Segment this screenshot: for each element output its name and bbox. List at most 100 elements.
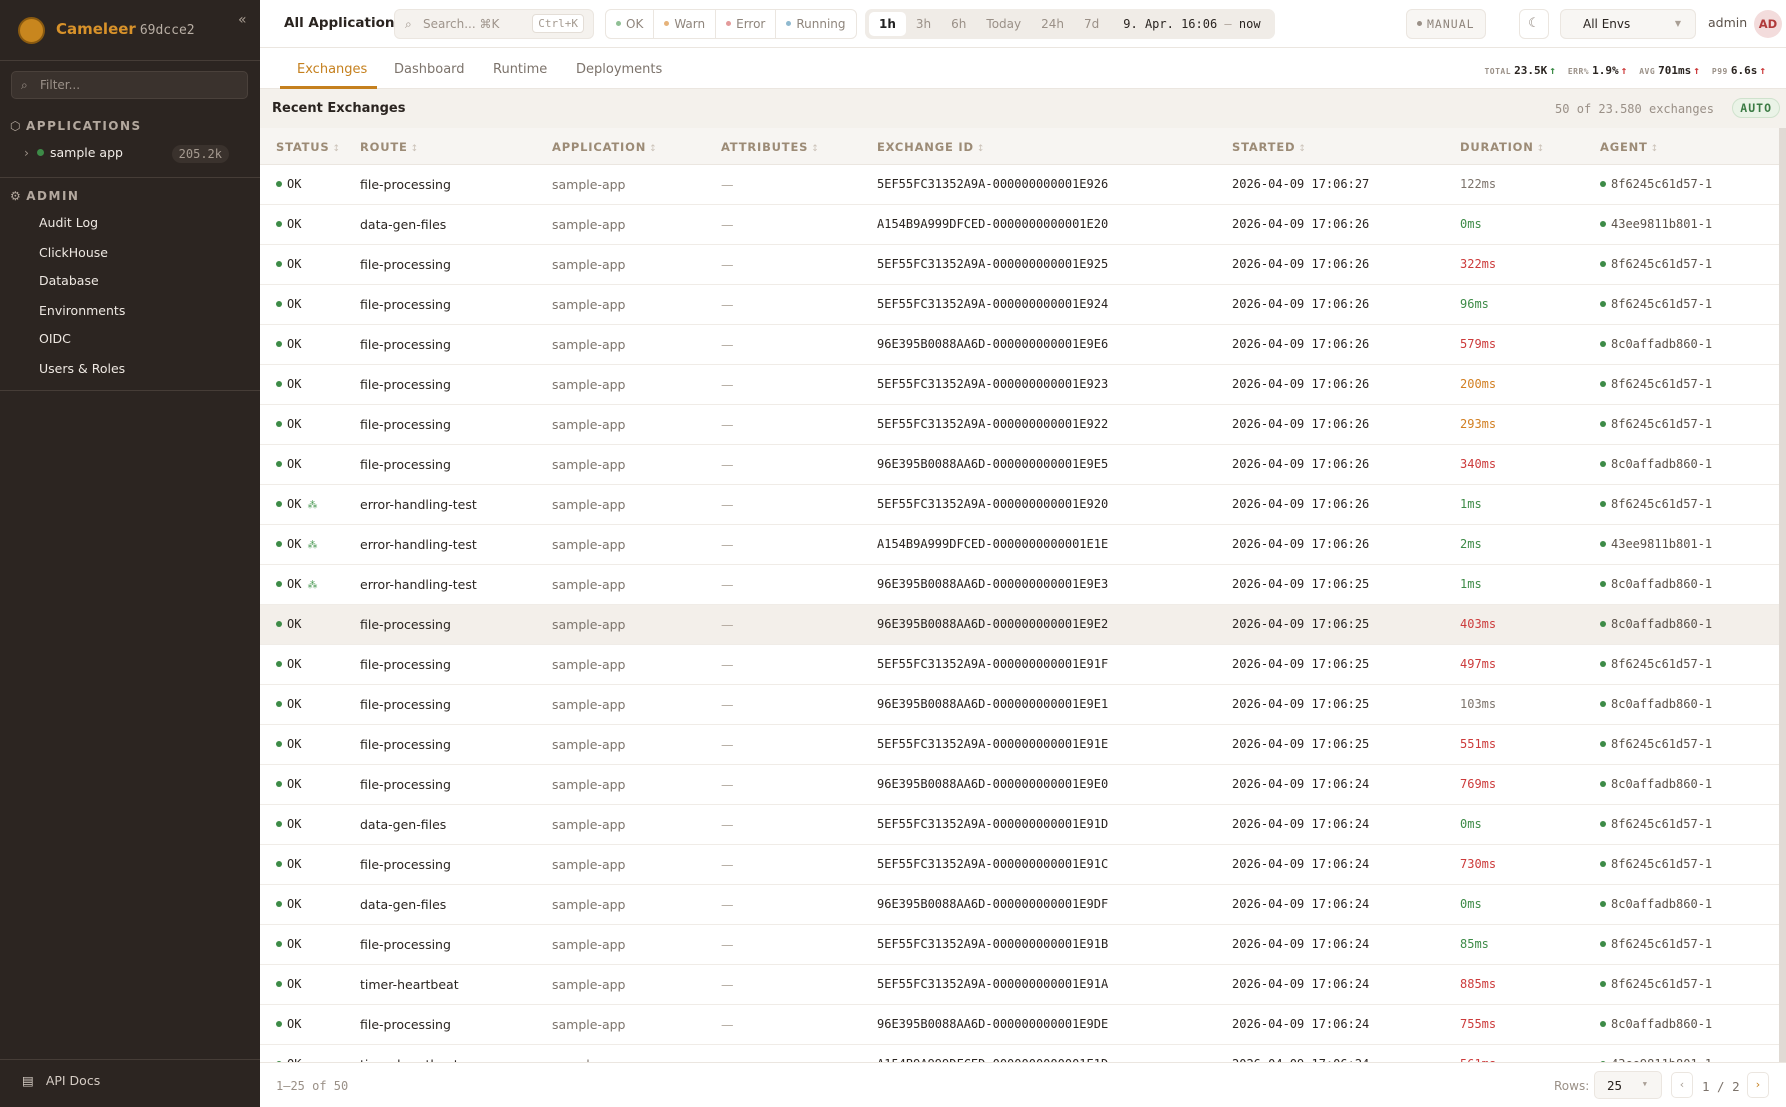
time-today[interactable]: Today	[986, 17, 1022, 31]
col-started[interactable]: STARTED ↕	[1232, 140, 1307, 154]
api-docs-link[interactable]: ▤ API Docs	[22, 1073, 100, 1088]
started-cell: 2026-04-09 17:06:24	[1232, 897, 1370, 911]
custom-range[interactable]: 9. Apr. 16:06 — now	[1113, 12, 1270, 36]
col-application[interactable]: APPLICATION ↕	[552, 140, 657, 154]
tab-deployments[interactable]: Deployments	[576, 62, 663, 77]
application-cell: sample-app	[552, 977, 626, 992]
brand: Cameleer 69dcce2	[56, 20, 195, 38]
col-label: STARTED	[1232, 140, 1296, 154]
tab-runtime[interactable]: Runtime	[493, 62, 548, 77]
sidebar-item-oidc[interactable]: OIDC	[39, 331, 71, 346]
sidebar-item-clickhouse[interactable]: ClickHouse	[39, 245, 108, 260]
chevron-right-icon[interactable]: ›	[24, 145, 29, 160]
table-row[interactable]: OK data-gen-files sample-app — 96E395B0088AA…	[260, 885, 1779, 925]
table-row[interactable]: OK file-processing sample-app — 96E395B0088A…	[260, 605, 1779, 645]
table-row[interactable]: OK file-processing sample-app — 96E395B0088A…	[260, 685, 1779, 725]
table-row[interactable]: OK file-processing sample-app — 5EF55FC31352…	[260, 285, 1779, 325]
status-cell: OK	[276, 737, 301, 751]
table-row[interactable]: OK file-processing sample-app — 96E395B0088A…	[260, 325, 1779, 365]
table-row[interactable]: OK file-processing sample-app — 5EF55FC31352…	[260, 365, 1779, 405]
search-input[interactable]: ⌕ Search... ⌘K Ctrl+K	[394, 9, 594, 39]
status-cell: OK	[276, 377, 301, 391]
prev-page-button[interactable]: ‹	[1671, 1072, 1693, 1098]
sort-icon: ↕	[1650, 144, 1660, 154]
filter-running[interactable]: Running	[776, 10, 855, 38]
exchange-id-cell: A154B9A999DFCED-0000000000001E1D	[877, 1057, 1108, 1062]
tab-dashboard[interactable]: Dashboard	[394, 62, 465, 77]
application-cell: sample-app	[552, 337, 626, 352]
route-cell: file-processing	[360, 657, 451, 672]
table-row[interactable]: OK data-gen-files sample-app — 5EF55FC31352A…	[260, 805, 1779, 845]
chevron-down-icon: ▼	[1674, 19, 1681, 28]
application-cell: sample-app	[552, 937, 626, 952]
table-row[interactable]: OK file-processing sample-app — 5EF55FC31352…	[260, 845, 1779, 885]
attributes-cell: —	[721, 377, 734, 392]
sidebar-item-database[interactable]: Database	[39, 273, 99, 288]
table-row[interactable]: OK file-processing sample-app — 5EF55FC31352…	[260, 165, 1779, 205]
time-3h[interactable]: 3h	[915, 17, 932, 31]
filter-warn[interactable]: Warn	[654, 10, 717, 38]
started-cell: 2026-04-09 17:06:26	[1232, 257, 1370, 271]
sidebar-item-sample-app[interactable]: › sample app 205.2k	[24, 145, 229, 167]
sort-icon: ↕	[1536, 144, 1546, 154]
table-row[interactable]: OK file-processing sample-app — 5EF55FC31352…	[260, 245, 1779, 285]
agent-status-dot	[1600, 941, 1606, 947]
environment-select[interactable]: All Envs ▼	[1560, 9, 1696, 39]
col-attributes[interactable]: ATTRIBUTES ↕	[721, 140, 820, 154]
filter-input[interactable]: ⌕ Filter...	[11, 71, 248, 99]
table-row[interactable]: OK timer-heartbeat sample-app — 5EF55FC31352…	[260, 965, 1779, 1005]
exchange-id-cell: 96E395B0088AA6D-000000000001E9E1	[877, 697, 1109, 711]
table-row[interactable]: OK timer-heartbeat sample-app — A154B9A999DF…	[260, 1045, 1779, 1062]
tab-exchanges[interactable]: Exchanges	[297, 62, 368, 77]
table-row[interactable]: OK ⁂ error-handling-test sample-app — 5EF55FC…	[260, 485, 1779, 525]
table-row[interactable]: OK file-processing sample-app — 5EF55FC31352…	[260, 925, 1779, 965]
table-row[interactable]: OK file-processing sample-app — 5EF55FC31352…	[260, 645, 1779, 685]
status-cell: OK	[276, 657, 301, 671]
table-row[interactable]: OK file-processing sample-app — 96E395B0088A…	[260, 445, 1779, 485]
next-page-button[interactable]: ›	[1747, 1072, 1769, 1098]
status-dot	[276, 581, 282, 587]
table-row[interactable]: OK file-processing sample-app — 96E395B0088A…	[260, 765, 1779, 805]
time-24h[interactable]: 24h	[1041, 17, 1064, 31]
col-duration[interactable]: DURATION ↕	[1460, 140, 1545, 154]
col-agent[interactable]: AGENT ↕	[1600, 140, 1659, 154]
col-route[interactable]: ROUTE ↕	[360, 140, 419, 154]
col-status[interactable]: STATUS ↕	[276, 140, 341, 154]
exchange-id-cell: 5EF55FC31352A9A-000000000001E91E	[877, 737, 1109, 751]
time-1h[interactable]: 1h	[869, 12, 906, 36]
agent-cell: 43ee9811b801-1	[1600, 1057, 1712, 1062]
filter-ok[interactable]: OK	[606, 10, 655, 38]
auto-refresh-badge[interactable]: AUTO	[1732, 98, 1780, 118]
sidebar-item-users-roles[interactable]: Users & Roles	[39, 361, 126, 376]
time-6h[interactable]: 6h	[951, 17, 967, 31]
duration-cell: 0ms	[1460, 217, 1482, 231]
table-row[interactable]: OK file-processing sample-app — 96E395B0088A…	[260, 1005, 1779, 1045]
moon-icon[interactable]: ☾	[1519, 9, 1549, 39]
duration-cell: 322ms	[1460, 257, 1497, 271]
avatar[interactable]: AD	[1754, 10, 1782, 38]
table-row[interactable]: OK file-processing sample-app — 5EF55FC31352…	[260, 725, 1779, 765]
sort-icon: ↕	[811, 144, 820, 154]
username[interactable]: admin	[1708, 15, 1748, 30]
sidebar-item-environments[interactable]: Environments	[39, 303, 126, 318]
time-7d[interactable]: 7d	[1084, 17, 1100, 31]
sidebar-item-audit-log[interactable]: Audit Log	[39, 215, 99, 230]
filter-error[interactable]: Error	[716, 10, 777, 38]
table-row[interactable]: OK ⁂ error-handling-test sample-app — A154B9A…	[260, 525, 1779, 565]
active-tab-indicator	[280, 86, 377, 89]
time-range-picker: 1h 3h 6h Today 24h 7d 9. Apr. 16:06 — no…	[865, 9, 1275, 39]
table-row[interactable]: OK data-gen-files sample-app — A154B9A999DFC…	[260, 205, 1779, 245]
scrollbar[interactable]	[1779, 128, 1786, 1062]
manual-refresh-button[interactable]: MANUAL	[1406, 9, 1486, 39]
table-row[interactable]: OK ⁂ error-handling-test sample-app — 96E395B…	[260, 565, 1779, 605]
exchange-id-cell: 5EF55FC31352A9A-000000000001E925	[877, 257, 1109, 271]
attributes-cell: —	[721, 217, 734, 232]
col-exchange-id[interactable]: EXCHANGE ID ↕	[877, 140, 985, 154]
table-row[interactable]: OK file-processing sample-app — 5EF55FC31352…	[260, 405, 1779, 445]
status-text: OK	[287, 977, 302, 991]
collapse-sidebar-icon[interactable]: «	[238, 12, 247, 28]
duration-cell: 200ms	[1460, 377, 1497, 391]
status-dot	[276, 821, 282, 827]
rows-per-page-select[interactable]: 25 ▼	[1594, 1071, 1662, 1099]
duration-cell: 1ms	[1460, 577, 1482, 591]
